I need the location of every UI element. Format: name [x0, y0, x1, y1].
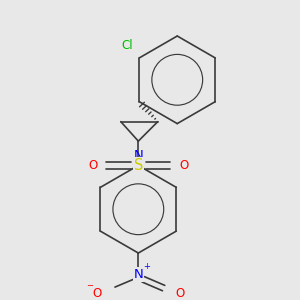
Text: +: + [144, 262, 151, 271]
Text: N: N [134, 268, 143, 281]
Text: S: S [134, 158, 143, 173]
Text: O: O [88, 159, 98, 172]
Text: O: O [179, 159, 188, 172]
Text: Cl: Cl [122, 39, 134, 52]
Text: O: O [92, 287, 101, 300]
Text: O: O [175, 287, 184, 300]
Text: −: − [86, 282, 93, 291]
Text: N: N [134, 149, 143, 162]
